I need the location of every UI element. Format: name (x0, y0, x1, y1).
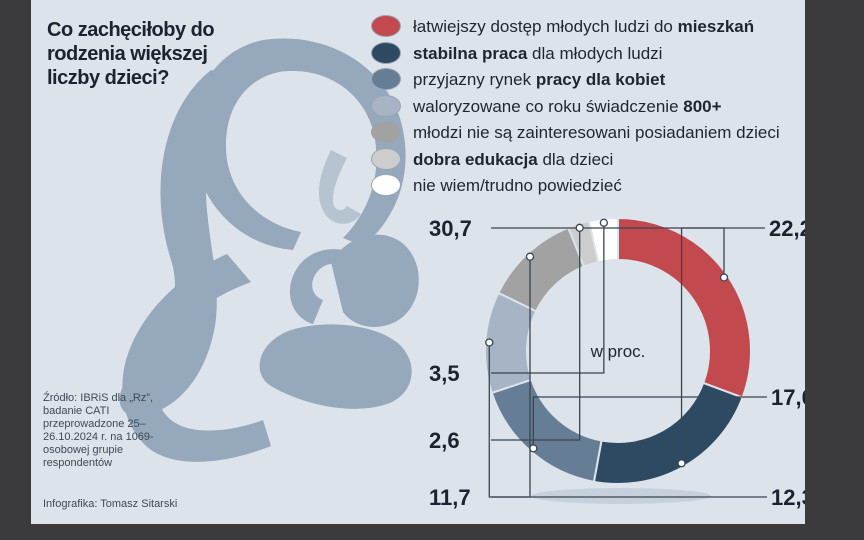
value-label: 22,2 (769, 216, 805, 241)
source-note: Źródło: IBRiS dla „Rz”, badanie CATI prz… (43, 392, 154, 469)
leader-line (491, 256, 531, 498)
legend-swatch (371, 147, 401, 170)
leader-dot (677, 459, 686, 468)
leader-line (680, 227, 765, 464)
leader-dot (575, 223, 584, 232)
value-label: 11,7 (429, 485, 471, 510)
leader-dot (525, 252, 535, 261)
value-label: 30,7 (429, 216, 472, 241)
chart-shadow (531, 488, 711, 504)
leader-dot (719, 273, 729, 282)
legend-label: waloryzowane co roku świadczenie 800+ (413, 96, 722, 116)
leader-line (491, 227, 581, 441)
legend-label: łatwiejszy dostęp młodych ludzi do miesz… (413, 17, 755, 36)
legend-label: młodzi nie są zainteresowani posiadaniem… (413, 123, 780, 142)
legend-swatch (371, 41, 401, 64)
legend-swatch (371, 15, 401, 37)
leader-dot (599, 218, 608, 227)
chart-title: Co zachęciłoby do rodzenia większej licz… (47, 19, 215, 89)
infographic-panel: Co zachęciłoby do rodzenia większej licz… (31, 0, 805, 524)
legend-swatch (371, 174, 401, 196)
legend-swatch (371, 94, 401, 117)
value-label: 12,3 (771, 485, 805, 510)
legend-label: dobra edukacja dla dzieci (413, 149, 614, 169)
center-label: w proc. (590, 342, 646, 361)
mother-child-illustration (119, 38, 419, 462)
legend-label: nie wiem/trudno powiedzieć (413, 176, 622, 195)
leader-dot (529, 444, 538, 453)
leader-line (488, 342, 767, 498)
legend-swatch (371, 121, 401, 143)
leader-line (491, 222, 605, 374)
value-label: 17,0 (771, 385, 805, 410)
leader-dot (485, 338, 494, 347)
value-label: 3,5 (429, 361, 460, 386)
legend-swatch (371, 68, 401, 90)
value-label: 2,6 (429, 428, 460, 453)
legend-label: stabilna praca dla młodych ludzi (413, 43, 663, 63)
donut-chart: w proc. 30,7 22,2 17,0 12,3 11,7 2,6 3,5 (429, 216, 805, 510)
legend-label: przyjazny rynek pracy dla kobiet (413, 70, 666, 89)
leader-line (532, 396, 767, 449)
infographic-credit: Infografika: Tomasz Sitarski (43, 498, 178, 510)
